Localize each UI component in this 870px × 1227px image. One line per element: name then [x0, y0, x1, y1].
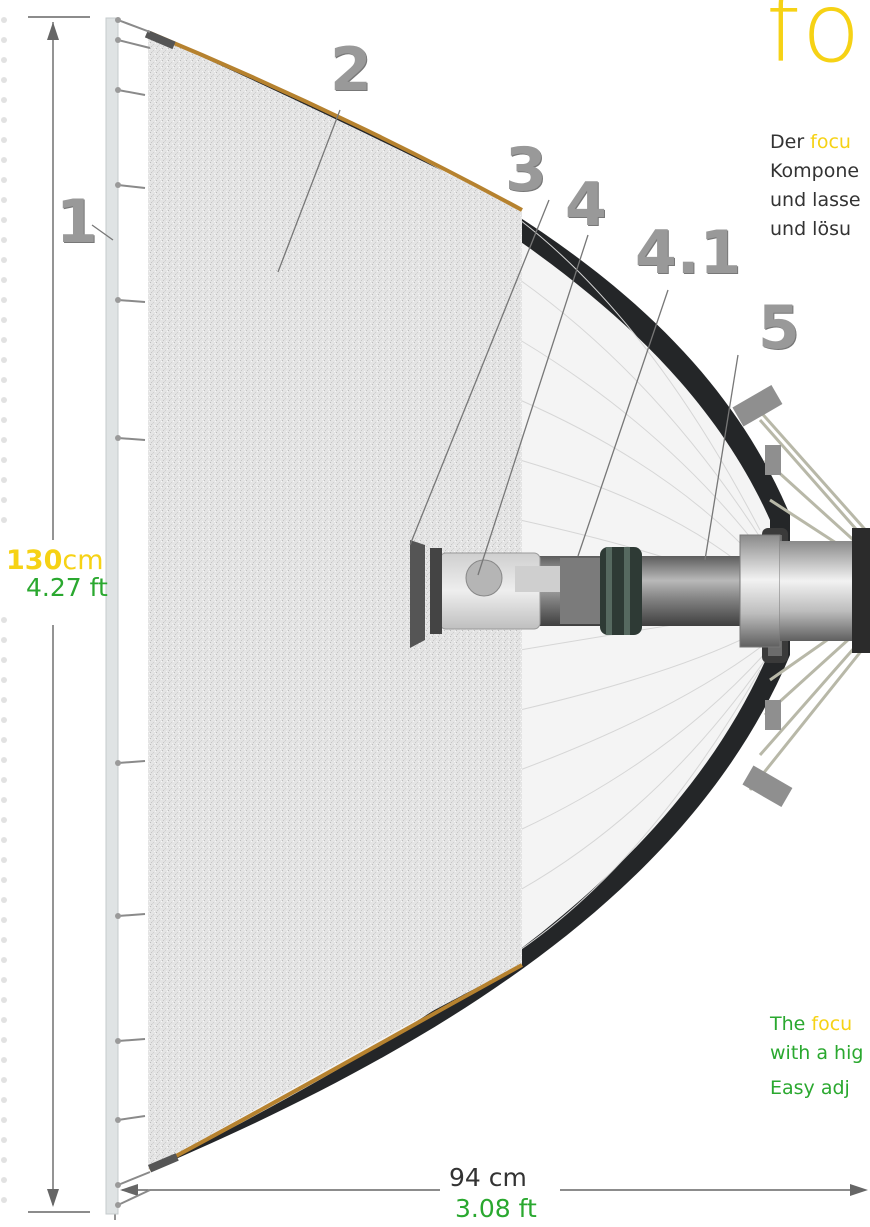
- de-line-4: und lösu: [770, 218, 852, 240]
- en-highlight: focu: [811, 1013, 853, 1035]
- product-title: fo: [766, 0, 863, 84]
- height-imperial-label: 4.27 ft: [26, 573, 108, 602]
- rim-top: [149, 31, 523, 212]
- en-line-2: with a hig: [770, 1042, 864, 1064]
- width-metric-label: 94 cm: [449, 1163, 527, 1192]
- de-line-1: Der focu: [770, 131, 851, 153]
- frame-spokes: [117, 19, 151, 1206]
- de-line-2: Kompone: [770, 160, 860, 182]
- adjustment-sleeve: [560, 558, 600, 624]
- en-line-1: The focu: [770, 1013, 853, 1035]
- de-line-3: und lasse: [770, 189, 861, 211]
- diffuser-front: [148, 33, 522, 1170]
- front-frame-rail: [105, 17, 119, 1215]
- callout-3: 3: [505, 135, 547, 205]
- front-reflector-dish: [410, 540, 425, 648]
- mount-adapter: [739, 534, 781, 648]
- width-imperial-label: 3.08 ft: [455, 1194, 537, 1223]
- strut-brackets: [732, 384, 793, 808]
- callout-1: 1: [56, 187, 98, 257]
- callout-4-1: 4.1: [635, 218, 742, 288]
- de-highlight: focu: [810, 131, 851, 153]
- lamp-bulb: [465, 559, 503, 597]
- height-dimension-line: [28, 16, 90, 1213]
- callout-2: 2: [330, 35, 372, 105]
- callout-5: 5: [758, 293, 800, 363]
- height-metric-label: 130cm: [6, 545, 104, 576]
- en-line-3: Easy adj: [770, 1077, 850, 1099]
- callout-leaders: [91, 109, 739, 576]
- rim-bottom: [149, 963, 523, 1172]
- dotted-edge: [1, 17, 7, 1203]
- callout-4: 4: [565, 170, 607, 240]
- frame-knobs: [115, 17, 121, 1208]
